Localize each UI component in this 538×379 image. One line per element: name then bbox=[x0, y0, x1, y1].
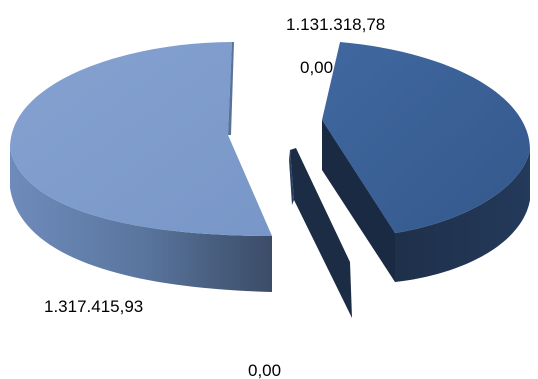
pie-slice-4-shape bbox=[289, 150, 294, 205]
pie-slice-4 bbox=[289, 150, 294, 205]
data-label-slice-4: 0,00 bbox=[248, 361, 281, 379]
pie-slice-3 bbox=[290, 148, 352, 318]
data-label-slice-3: 0,00 bbox=[300, 58, 333, 77]
pie-slice-1-top bbox=[10, 42, 272, 236]
pie-slice-2-side bbox=[322, 120, 530, 282]
pie-slice-1-side bbox=[10, 148, 272, 292]
pie-slice-1 bbox=[10, 42, 272, 292]
pie-slice-2-front-wall bbox=[322, 120, 395, 282]
pie-slice-2 bbox=[322, 42, 530, 282]
data-label-slice-1: 1.317.415,93 bbox=[44, 297, 143, 316]
pie-slice-2-top bbox=[322, 42, 530, 233]
data-label-slice-2: 1.131.318,78 bbox=[286, 15, 385, 34]
pie-slice-3-shape bbox=[290, 148, 352, 318]
pie-slice-1-inner-edge bbox=[228, 42, 234, 135]
